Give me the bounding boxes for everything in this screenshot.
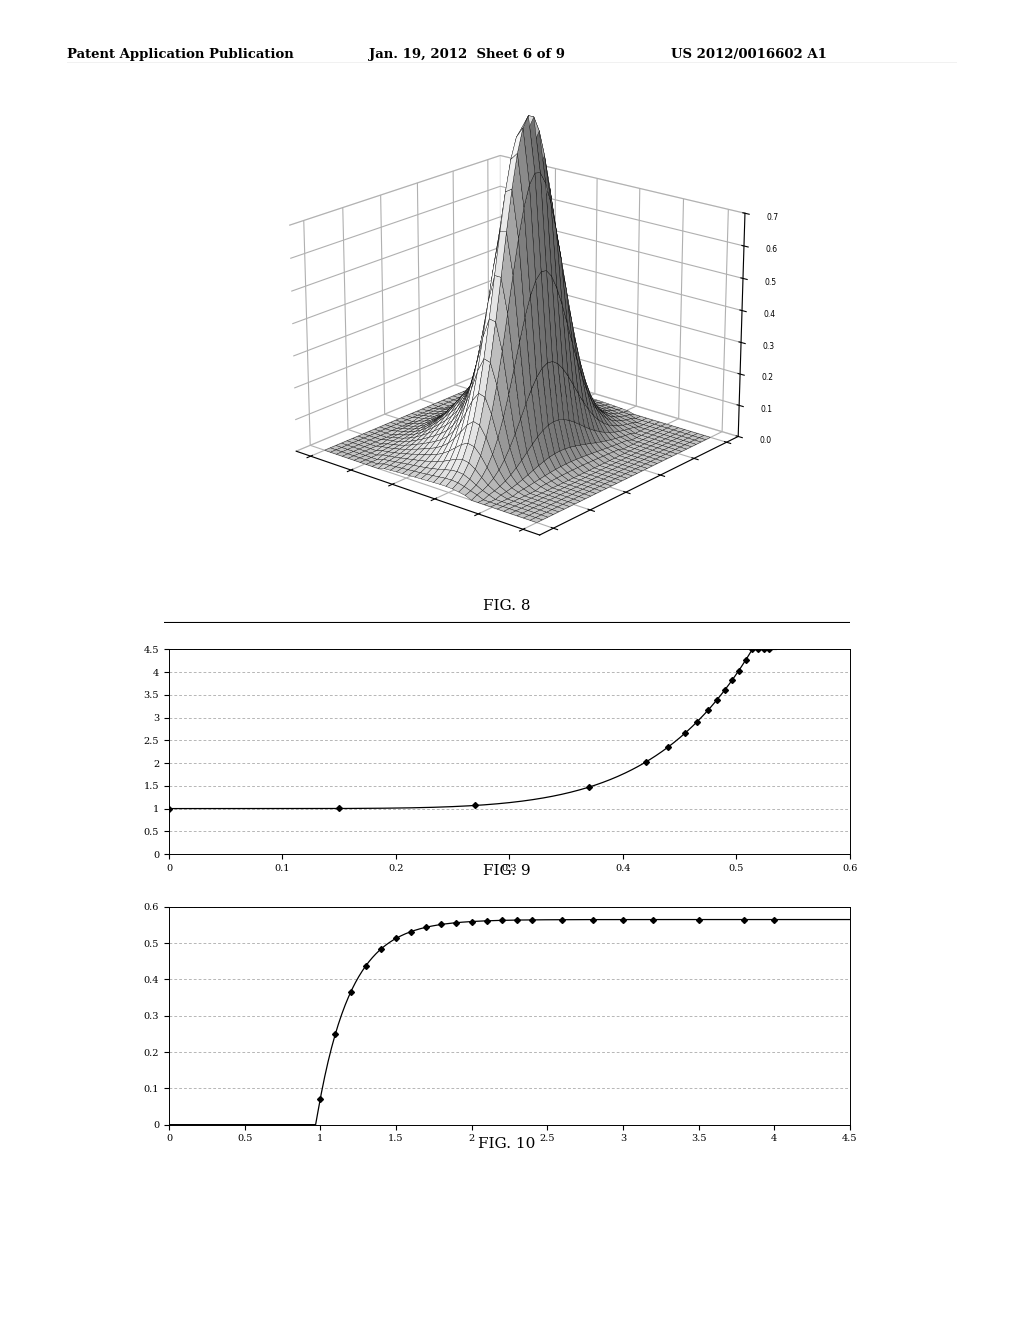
Text: FIG. 10: FIG. 10 <box>478 1138 536 1151</box>
Text: Jan. 19, 2012  Sheet 6 of 9: Jan. 19, 2012 Sheet 6 of 9 <box>369 48 564 61</box>
Text: Patent Application Publication: Patent Application Publication <box>67 48 293 61</box>
Text: US 2012/0016602 A1: US 2012/0016602 A1 <box>671 48 826 61</box>
Text: FIG. 8: FIG. 8 <box>483 599 530 612</box>
Text: FIG. 9: FIG. 9 <box>483 865 530 878</box>
